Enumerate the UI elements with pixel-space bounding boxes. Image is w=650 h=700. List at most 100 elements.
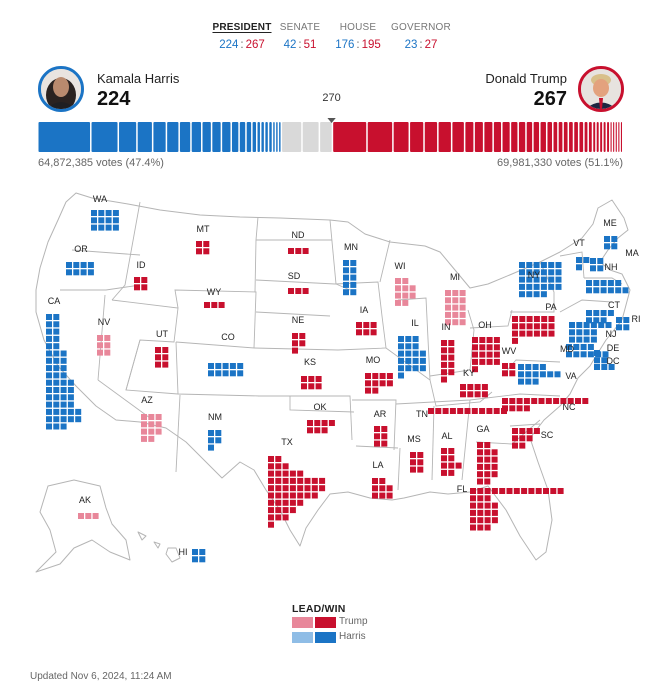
state-label: MO [366,355,381,365]
state-label: NH [605,262,618,272]
state-label: KY [463,368,475,378]
ev-tile [289,507,296,514]
state-id[interactable]: ID [134,260,148,291]
ev-tile [67,379,74,386]
state-ms[interactable]: MS [407,434,424,473]
tab-governor[interactable]: GOVERNOR 23:27 [381,22,461,51]
ev-tile [583,336,590,343]
state-sd[interactable]: SD [288,271,309,294]
state-la[interactable]: LA [372,460,393,499]
state-mo[interactable]: MO [365,355,393,394]
ev-tile [441,354,447,361]
state-mt[interactable]: MT [196,224,210,255]
state-sc[interactable]: SC [512,428,554,449]
state-ia[interactable]: IA [356,305,377,336]
state-ak[interactable]: AK [78,495,99,519]
state-me[interactable]: ME [603,218,618,250]
state-wi[interactable]: WI [395,261,416,306]
ev-tile [288,288,294,294]
state-ct[interactable]: CT [586,300,620,324]
state-nc[interactable]: NC [502,398,589,412]
state-dc[interactable]: DC [594,356,620,370]
state-label: IN [442,322,451,332]
ev-tile [60,408,67,415]
state-tn[interactable]: TN [416,408,507,419]
state-label: NJ [606,329,617,339]
state-in[interactable]: IN [441,322,455,383]
ev-tile [73,269,80,276]
ev-tile [268,485,274,492]
bar-segment-trump [620,122,622,152]
ev-tile [302,248,309,254]
state-wa[interactable]: WA [91,194,119,231]
ev-tile [525,378,532,385]
state-il[interactable]: IL [398,318,426,379]
state-wy[interactable]: WY [204,287,225,308]
state-nh[interactable]: NH [590,258,618,272]
state-ok[interactable]: OK [307,402,335,434]
tab-house[interactable]: HOUSE 176:195 [318,22,398,51]
state-pa[interactable]: PA [512,302,557,344]
state-ar[interactable]: AR [374,409,388,447]
state-ky[interactable]: KY [460,368,488,398]
state-md[interactable]: MD [560,344,609,358]
ev-tile [395,278,401,284]
state-ne[interactable]: NE [292,315,306,354]
ev-tile [307,420,313,426]
state-nd[interactable]: ND [288,230,309,254]
state-nm[interactable]: NM [208,412,222,451]
state-label: AZ [141,395,153,405]
state-ga[interactable]: GA [476,424,498,485]
state-co[interactable]: CO [208,332,244,377]
ev-tile [289,499,296,506]
state-ca[interactable]: CA [46,296,82,430]
tab-president[interactable]: PRESIDENT 224:267 [202,22,282,51]
ev-tile [87,269,94,276]
state-fl[interactable]: FL [457,484,564,531]
ev-tile [593,280,600,286]
state-tx[interactable]: TX [268,437,326,528]
state-hi[interactable]: HI [179,547,206,563]
tab-score: 23:27 [381,39,461,51]
state-mi[interactable]: MI [445,272,466,326]
state-ri[interactable]: RI [616,314,641,331]
state-ma[interactable]: MA [586,248,639,294]
tab-dem-count: 176 [335,39,355,51]
state-or[interactable]: OR [66,244,94,276]
ev-tile [237,363,244,369]
ev-tile [590,329,597,336]
state-oh[interactable]: OH [472,320,500,373]
state-mn[interactable]: MN [343,242,358,296]
bar-segment-harris [167,122,179,152]
ev-tile [412,357,419,364]
ev-tile [533,283,540,290]
ev-tile [604,236,610,242]
tab-senate[interactable]: SENATE 42:51 [260,22,340,51]
ev-tile [412,350,419,357]
state-ny[interactable]: NY [519,262,562,298]
state-al[interactable]: AL [441,431,462,476]
state-az[interactable]: AZ [141,395,162,442]
state-nj[interactable]: NJ [569,322,617,343]
ev-tile [308,383,315,390]
ev-tile [412,365,419,372]
state-vt[interactable]: VT [573,238,590,271]
bar-segment-trump [333,122,367,152]
state-wv[interactable]: WV [502,346,517,377]
ev-tile [623,317,630,323]
ev-tile [541,323,548,330]
ev-tile [541,330,548,337]
state-va[interactable]: VA [518,364,577,385]
state-border [125,339,179,395]
ev-tile [419,365,426,372]
ev-tile [523,405,530,412]
ev-tile [215,370,222,377]
tab-dem-count: 224 [219,39,239,51]
ev-tile [576,336,583,343]
ev-tile [548,276,555,283]
state-ks[interactable]: KS [301,357,322,390]
ev-tile [491,463,498,470]
ev-tile [441,340,447,346]
state-nv[interactable]: NV [97,317,111,356]
state-ut[interactable]: UT [155,329,168,368]
